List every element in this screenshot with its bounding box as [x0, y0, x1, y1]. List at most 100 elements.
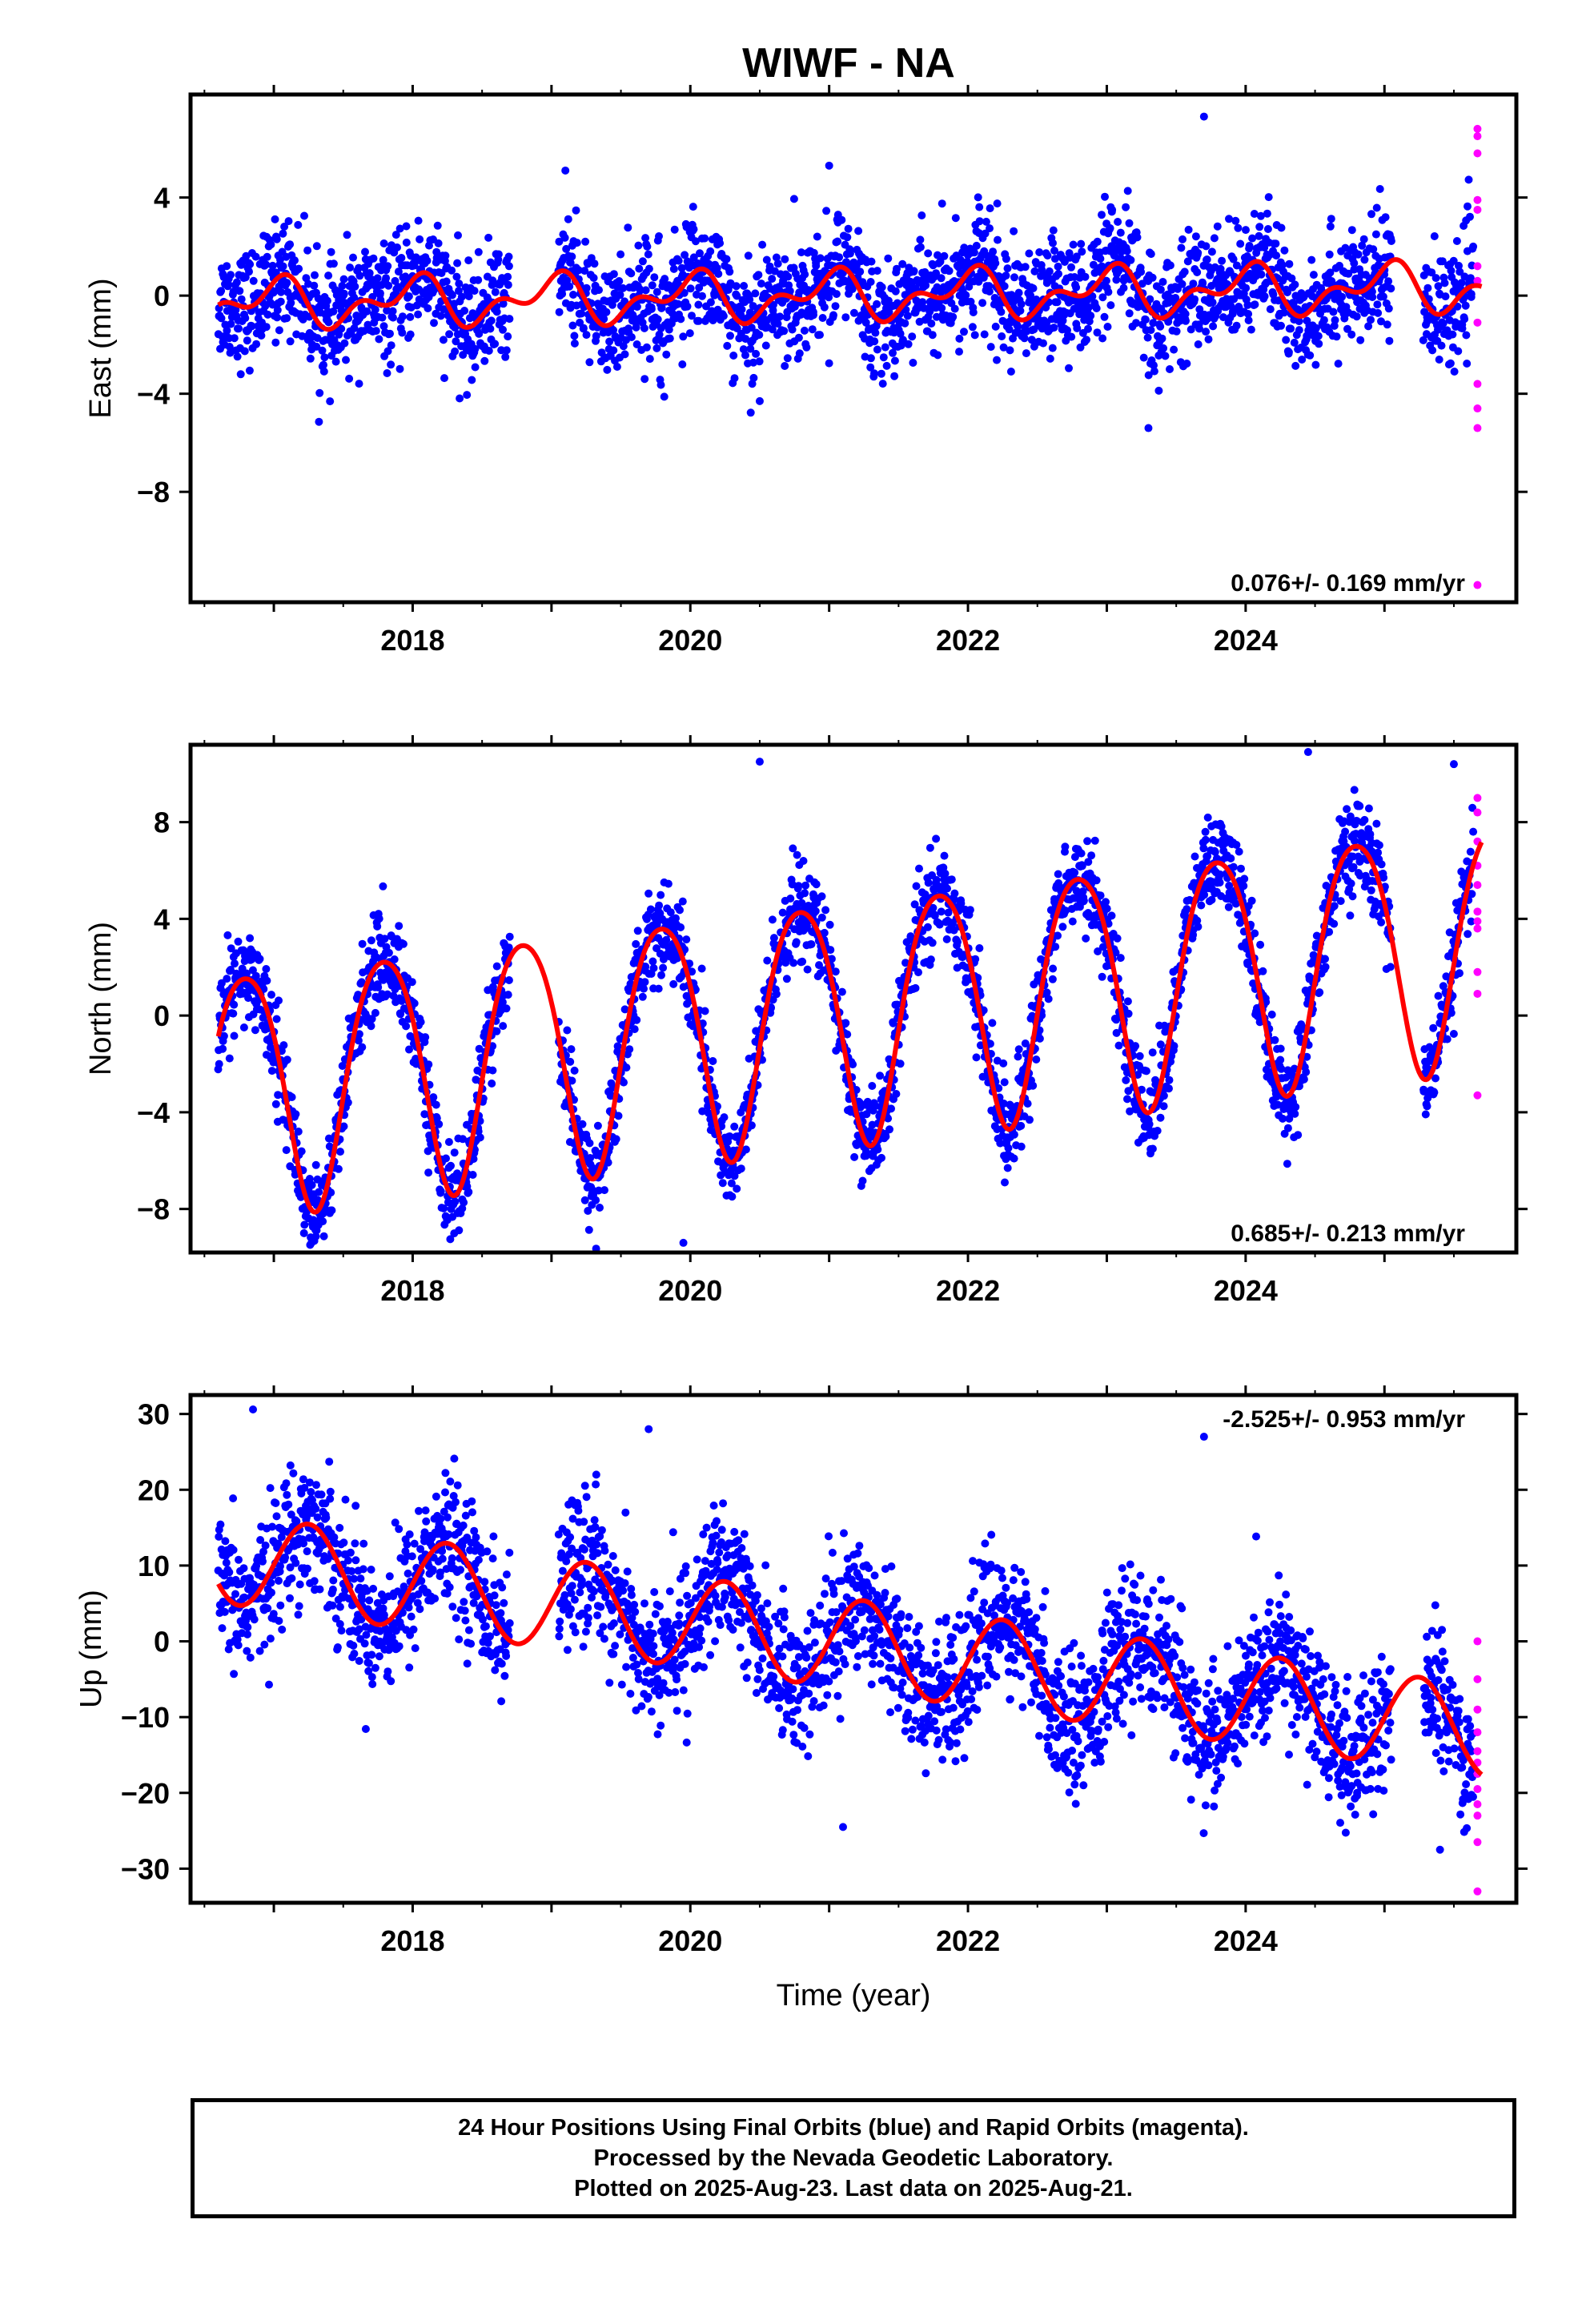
east-final-point	[635, 264, 644, 273]
east-final-point	[1010, 273, 1018, 282]
east-final-point	[1419, 336, 1427, 344]
east-final-point	[1106, 224, 1114, 232]
north-final-point	[701, 1007, 709, 1015]
east-final-point	[436, 312, 445, 320]
east-final-point	[881, 343, 889, 352]
north-final-point	[937, 907, 946, 916]
north-final-point	[932, 834, 941, 843]
east-final-point	[371, 305, 379, 314]
east-final-point	[252, 340, 261, 348]
east-final-point	[644, 250, 652, 259]
east-rapid-point	[1473, 149, 1482, 158]
east-final-point	[991, 259, 1000, 267]
east-final-point	[1069, 240, 1078, 249]
east-final-point	[797, 248, 805, 257]
east-final-point	[832, 290, 841, 299]
north-final-point	[923, 923, 932, 931]
east-final-point	[1467, 290, 1476, 299]
north-final-point	[300, 1220, 309, 1229]
north-final-point	[327, 1188, 335, 1197]
east-final-point	[802, 343, 811, 352]
north-final-point	[1098, 972, 1106, 981]
east-final-point	[432, 247, 441, 256]
east-final-point	[383, 306, 391, 315]
east-final-point	[1469, 242, 1478, 251]
east-final-point	[280, 223, 289, 231]
east-final-point	[781, 362, 789, 370]
north-final-point	[319, 1232, 328, 1240]
north-final-point	[275, 996, 283, 1005]
north-final-point	[592, 1196, 600, 1204]
east-final-point	[1244, 316, 1253, 324]
north-final-point	[811, 907, 820, 915]
east-final-point	[1073, 324, 1082, 332]
north-final-point	[657, 971, 665, 979]
east-final-point	[312, 242, 321, 251]
east-final-point	[620, 297, 629, 306]
east-final-point	[619, 283, 628, 292]
east-final-point	[457, 292, 466, 301]
east-final-point	[414, 216, 423, 225]
east-final-point	[1067, 263, 1075, 271]
east-final-point	[445, 330, 454, 339]
east-final-point	[486, 324, 495, 333]
east-final-point	[1043, 251, 1052, 260]
east-final-point	[866, 278, 875, 286]
east-final-point	[641, 286, 650, 295]
north-final-point	[1156, 1040, 1165, 1049]
north-final-point	[659, 963, 668, 972]
east-final-point	[279, 262, 287, 271]
east-final-point	[1247, 325, 1255, 334]
east-final-point	[584, 259, 592, 268]
east-final-point	[1096, 255, 1105, 263]
east-final-point	[1315, 340, 1323, 348]
east-final-point	[901, 305, 910, 314]
north-final-point	[354, 991, 363, 999]
east-final-point	[978, 299, 987, 308]
east-final-point	[424, 304, 432, 312]
east-final-point	[414, 310, 423, 319]
east-final-point	[698, 292, 706, 300]
north-final-point	[644, 889, 653, 898]
east-final-point	[263, 252, 271, 261]
north-final-point	[697, 964, 706, 973]
north-final-point	[266, 1043, 275, 1052]
east-final-point	[247, 322, 256, 331]
east-final-point	[505, 315, 514, 324]
east-final-point	[985, 287, 994, 296]
north-final-point	[801, 881, 810, 890]
north-final-point	[972, 1053, 981, 1062]
east-final-point	[1072, 283, 1081, 292]
east-final-point	[1002, 271, 1010, 280]
east-final-point	[1452, 237, 1461, 245]
north-final-point	[1014, 1045, 1023, 1054]
east-final-point	[1466, 274, 1475, 283]
north-final-point	[395, 922, 404, 931]
east-final-point	[765, 262, 774, 271]
north-final-point	[267, 1067, 276, 1076]
east-final-point	[937, 274, 946, 283]
north-final-point	[656, 891, 665, 899]
east-final-point	[975, 203, 984, 211]
east-final-point	[694, 316, 703, 325]
north-final-point	[640, 978, 649, 987]
east-final-point	[1189, 279, 1198, 288]
east-final-point	[1126, 255, 1135, 264]
north-final-point	[436, 1187, 445, 1196]
east-final-point	[689, 225, 698, 234]
north-final-point	[215, 1059, 223, 1068]
east-final-point	[632, 340, 641, 348]
north-final-point	[446, 1235, 455, 1244]
east-final-point	[1102, 276, 1110, 285]
east-final-point	[315, 417, 323, 426]
east-final-point	[1003, 264, 1012, 273]
east-final-point	[689, 253, 698, 262]
north-final-point	[367, 1015, 376, 1023]
east-final-point	[484, 233, 493, 242]
east-final-point	[1435, 356, 1443, 364]
north-final-point	[578, 1120, 587, 1128]
east-final-point	[898, 336, 907, 344]
east-final-point	[904, 340, 913, 348]
